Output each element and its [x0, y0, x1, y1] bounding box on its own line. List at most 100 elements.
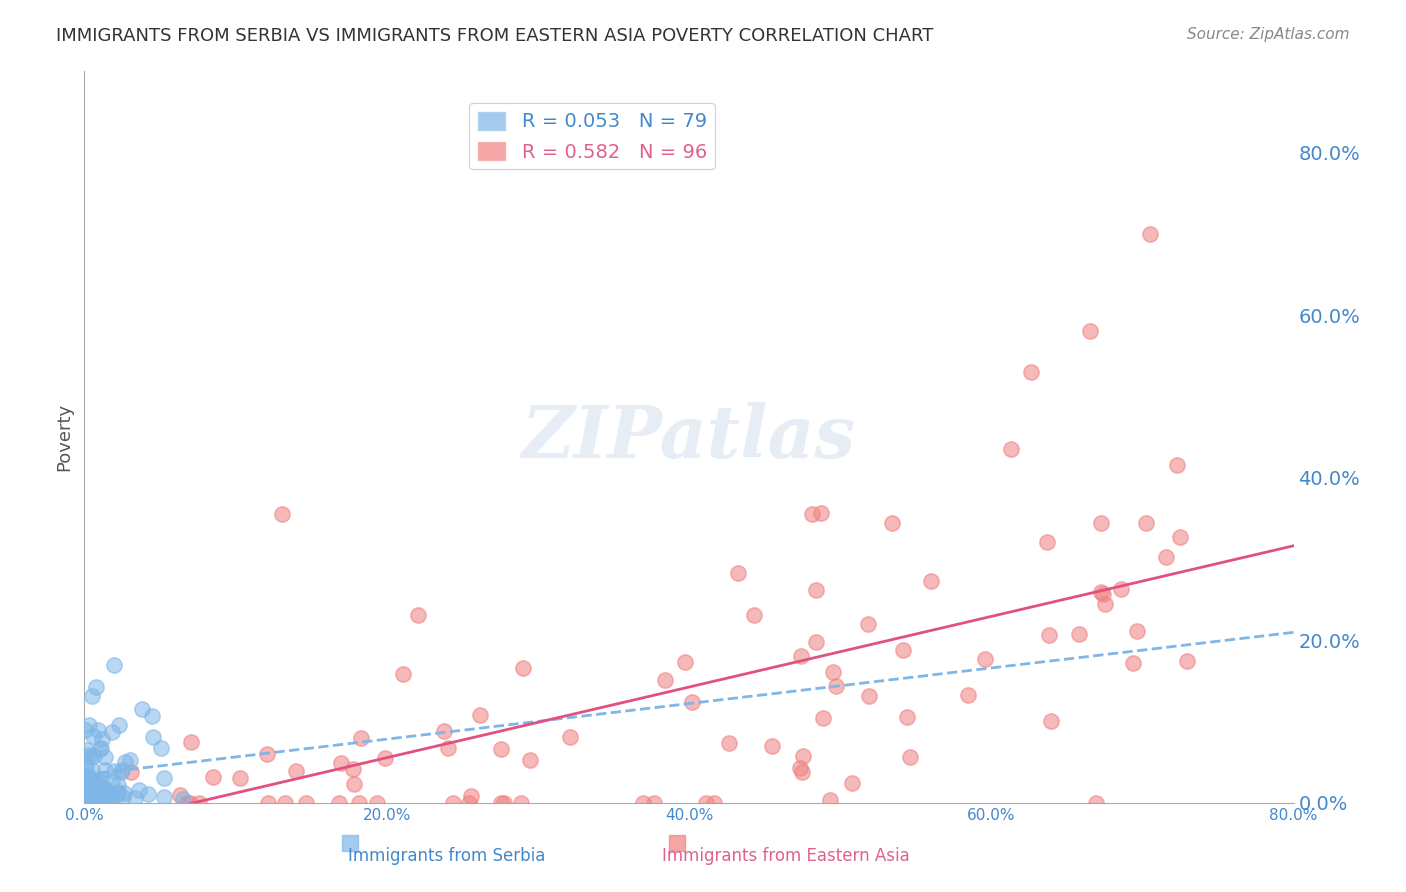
- Point: [1175, 654, 1198, 668]
- Point: [328, 796, 350, 810]
- Point: [79, 796, 101, 810]
- Point: [294, 796, 316, 810]
- Point: [790, 648, 813, 663]
- Point: [120, 764, 142, 779]
- Point: [180, 735, 202, 749]
- Point: [128, 782, 150, 797]
- Point: [1091, 587, 1114, 601]
- Point: [75, 788, 97, 802]
- Point: [79, 787, 101, 801]
- Point: [111, 790, 134, 805]
- Point: [107, 778, 129, 792]
- Point: [201, 770, 224, 784]
- Point: [80, 792, 103, 806]
- Point: [437, 741, 460, 756]
- Point: [83, 792, 105, 806]
- Point: [77, 794, 100, 808]
- Point: [1000, 442, 1022, 457]
- Point: [101, 773, 124, 788]
- Point: [457, 796, 479, 810]
- Point: [256, 796, 278, 810]
- Point: [789, 761, 811, 775]
- Point: [974, 652, 997, 666]
- Point: [82, 774, 104, 789]
- Point: [77, 769, 100, 783]
- Text: ZIPatlas: ZIPatlas: [522, 401, 856, 473]
- Point: [152, 772, 174, 786]
- Point: [343, 777, 366, 791]
- Point: [509, 796, 531, 810]
- Point: [810, 506, 832, 520]
- Point: [76, 795, 98, 809]
- Point: [82, 778, 104, 792]
- Point: [77, 784, 100, 798]
- Text: IMMIGRANTS FROM SERBIA VS IMMIGRANTS FROM EASTERN ASIA POVERTY CORRELATION CHART: IMMIGRANTS FROM SERBIA VS IMMIGRANTS FRO…: [56, 27, 934, 45]
- Point: [1135, 516, 1157, 530]
- Point: [271, 507, 294, 521]
- Point: [101, 796, 124, 810]
- Point: [75, 773, 97, 788]
- Point: [86, 723, 108, 738]
- Point: [1090, 516, 1112, 531]
- Point: [256, 747, 278, 762]
- Point: [1067, 627, 1090, 641]
- Point: [489, 796, 512, 810]
- Point: [75, 783, 97, 797]
- Point: [1038, 628, 1060, 642]
- Point: [433, 724, 456, 739]
- Point: [90, 740, 112, 755]
- Point: [821, 665, 844, 679]
- Point: [643, 796, 665, 810]
- Point: [491, 742, 513, 756]
- Point: [90, 796, 112, 810]
- Point: [460, 789, 482, 803]
- Point: [391, 667, 413, 681]
- Point: [83, 784, 105, 798]
- Point: [179, 796, 201, 810]
- Point: [101, 724, 124, 739]
- Point: [75, 760, 97, 774]
- Point: [761, 739, 783, 754]
- Point: [93, 750, 115, 764]
- Point: [804, 635, 827, 649]
- Point: [801, 507, 824, 521]
- Point: [136, 787, 159, 801]
- Point: [188, 796, 211, 810]
- Point: [89, 742, 111, 756]
- Point: [94, 792, 117, 806]
- Point: [350, 731, 373, 745]
- Point: [342, 762, 364, 776]
- Point: [229, 771, 252, 785]
- Point: [441, 796, 464, 810]
- Point: [110, 764, 132, 779]
- Point: [896, 710, 918, 724]
- Point: [654, 673, 676, 688]
- Point: [703, 796, 725, 810]
- Point: [94, 763, 117, 777]
- Point: [1125, 624, 1147, 639]
- Point: [898, 750, 921, 764]
- Point: [374, 750, 396, 764]
- Point: [73, 775, 96, 789]
- Point: [152, 790, 174, 805]
- Point: [172, 792, 194, 806]
- Point: [470, 707, 492, 722]
- Point: [77, 748, 100, 763]
- Point: [492, 796, 515, 810]
- Point: [75, 756, 97, 771]
- Y-axis label: Poverty: Poverty: [55, 403, 73, 471]
- Point: [330, 756, 353, 771]
- Point: [77, 796, 100, 810]
- Point: [790, 764, 813, 779]
- Point: [141, 708, 163, 723]
- Point: [80, 690, 103, 704]
- Point: [82, 730, 104, 744]
- Point: [111, 763, 134, 777]
- Point: [84, 680, 107, 694]
- Point: [94, 782, 117, 797]
- Point: [858, 689, 880, 703]
- Point: [631, 796, 654, 810]
- Point: [82, 763, 104, 777]
- Point: [77, 785, 100, 799]
- Point: [107, 785, 129, 799]
